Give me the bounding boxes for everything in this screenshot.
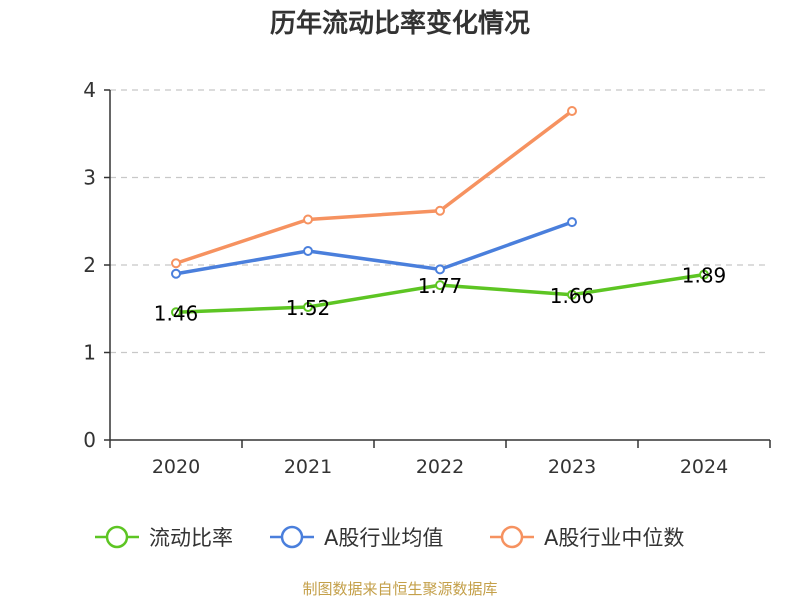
data-label: 1.89 — [682, 264, 727, 288]
legend-marker — [105, 525, 129, 549]
data-labels: 1.46 1.52 1.77 1.66 1.89 — [154, 264, 727, 326]
data-point — [171, 307, 181, 318]
series-line — [174, 220, 574, 276]
legend-label: 流动比率 — [149, 526, 233, 550]
legend-label: A股行业均值 — [324, 526, 443, 550]
x-tick-label: 2023 — [548, 456, 596, 478]
data-point — [303, 246, 313, 256]
data-label: 1.77 — [418, 274, 463, 298]
data-point — [567, 106, 577, 116]
legend-marker — [280, 525, 304, 549]
data-point — [699, 269, 709, 280]
data-point — [435, 264, 445, 275]
y-tick-label: 2 — [83, 253, 96, 277]
data-point — [171, 258, 181, 269]
data-point — [435, 205, 445, 216]
data-label: 1.46 — [154, 301, 199, 325]
grid — [110, 89, 770, 354]
series-line — [174, 109, 574, 265]
axes: 0 1 2 3 4 2020 2021 2022 2023 2024 — [83, 78, 771, 478]
legend: 流动比率 A股行业均值 A股行业中位数 — [95, 525, 684, 550]
source-note: 制图数据来自恒生聚源数据库 — [302, 580, 497, 598]
y-tick-label: 1 — [83, 341, 96, 365]
y-tick-label: 4 — [83, 78, 96, 102]
legend-label: A股行业中位数 — [544, 526, 684, 550]
x-tick-label: 2024 — [680, 456, 728, 478]
data-point — [435, 280, 445, 291]
data-point — [303, 302, 313, 312]
x-tick-label: 2021 — [284, 456, 332, 478]
legend-marker — [500, 525, 524, 549]
data-label: 1.52 — [286, 296, 331, 320]
y-tick-label: 0 — [83, 428, 96, 452]
data-label: 1.66 — [550, 284, 595, 308]
chart-title: 历年流动比率变化情况 — [270, 8, 530, 39]
data-point — [303, 214, 313, 225]
x-tick-label: 2022 — [416, 456, 464, 478]
data-point — [171, 268, 181, 279]
x-tick-label: 2020 — [152, 456, 200, 478]
data-point — [567, 289, 577, 300]
y-tick-label: 3 — [83, 166, 96, 190]
data-point — [567, 217, 577, 228]
series — [171, 106, 709, 318]
